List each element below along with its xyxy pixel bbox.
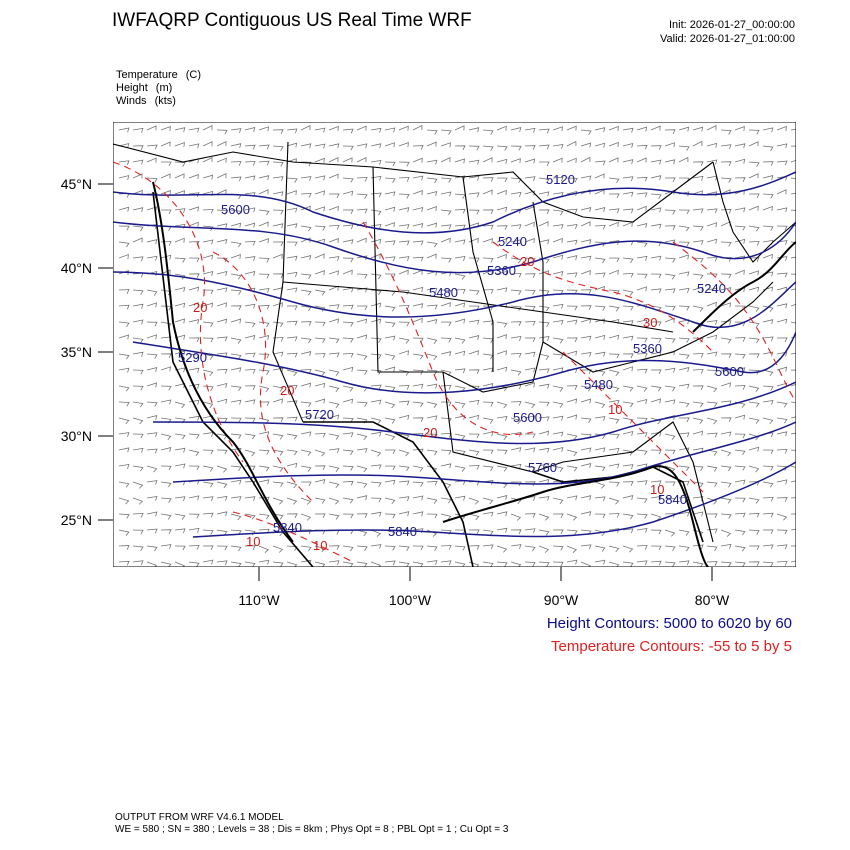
- height-label: 5760: [528, 460, 557, 475]
- height-label: 5600: [221, 202, 250, 217]
- run-times: Init: 2026-01-27_00:00:00 Valid: 2026-01…: [660, 18, 795, 46]
- height-label: 5480: [429, 285, 458, 300]
- height-label: 5840: [388, 524, 417, 539]
- field-temperature: Temperature (C): [116, 69, 201, 82]
- lat-label: 45°N: [28, 176, 92, 192]
- lat-label: 30°N: [28, 428, 92, 444]
- field-name: Temperature: [116, 69, 178, 82]
- lon-label: 80°W: [695, 592, 729, 608]
- lat-label: 35°N: [28, 344, 92, 360]
- lat-label: 40°N: [28, 260, 92, 276]
- lon-label: 90°W: [544, 592, 578, 608]
- temperature-label: 10: [246, 534, 260, 549]
- lat-ticks: [98, 180, 114, 525]
- height-label: 5600: [513, 410, 542, 425]
- height-label: 5600: [715, 364, 744, 379]
- field-name: Winds: [116, 95, 147, 108]
- height-label: 5240: [498, 234, 527, 249]
- height-label: 5240: [697, 281, 726, 296]
- temperature-label: 20: [423, 425, 437, 440]
- field-list: Temperature (C) Height (m) Winds (kts): [116, 69, 201, 108]
- map-panel: 5120 5600 5240 5360 5480 5240 5360 5480 …: [113, 122, 796, 567]
- lon-label: 110°W: [238, 592, 279, 608]
- field-unit: (C): [186, 69, 201, 82]
- field-name: Height: [116, 82, 148, 95]
- height-contours-legend: Height Contours: 5000 to 6020 by 60: [547, 615, 792, 632]
- temperature-label: 20: [520, 254, 534, 269]
- field-unit: (kts): [155, 95, 176, 108]
- height-label: 5840: [273, 520, 302, 535]
- lon-label: 100°W: [389, 592, 431, 608]
- field-winds: Winds (kts): [116, 95, 201, 108]
- field-unit: (m): [156, 82, 173, 95]
- temperature-label: 10: [650, 482, 664, 497]
- temperature-label: 20: [280, 383, 294, 398]
- lat-label: 25°N: [28, 512, 92, 528]
- height-label: 5360: [633, 341, 662, 356]
- temperature-label: 30: [643, 315, 657, 330]
- height-label: 5480: [584, 377, 613, 392]
- temperature-label: 10: [313, 538, 327, 553]
- model-footer: OUTPUT FROM WRF V4.6.1 MODEL WE = 580 ; …: [115, 812, 508, 836]
- model-version: OUTPUT FROM WRF V4.6.1 MODEL: [115, 812, 508, 824]
- height-label: 5360: [487, 263, 516, 278]
- init-time: Init: 2026-01-27_00:00:00: [660, 18, 795, 32]
- temperature-contours-legend: Temperature Contours: -55 to 5 by 5: [551, 638, 792, 655]
- model-settings: WE = 580 ; SN = 380 ; Levels = 38 ; Dis …: [115, 824, 508, 836]
- field-height: Height (m): [116, 82, 201, 95]
- temperature-label: 10: [608, 402, 622, 417]
- height-label: 5290: [178, 350, 207, 365]
- lon-ticks: [250, 567, 720, 583]
- map-title: IWFAQRP Contiguous US Real Time WRF: [112, 10, 472, 32]
- valid-time: Valid: 2026-01-27_01:00:00: [660, 32, 795, 46]
- map-canvas: 5120 5600 5240 5360 5480 5240 5360 5480 …: [113, 122, 796, 567]
- height-label: 5120: [546, 172, 575, 187]
